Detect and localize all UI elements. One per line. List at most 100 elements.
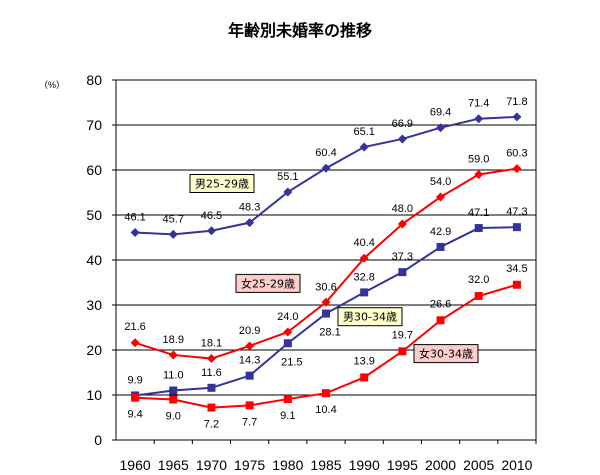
series-1-point-10 [512, 164, 522, 174]
series-2-label-6: 32.8 [353, 271, 374, 283]
x-tick-label-8: 2000 [425, 457, 456, 473]
y-tick-label-4: 40 [86, 252, 102, 268]
series-0-label-4: 55.1 [277, 171, 298, 183]
series-1-label-1: 18.9 [163, 334, 184, 346]
series-name-box-0 [189, 174, 255, 193]
y-tick-label-8: 80 [86, 72, 102, 88]
series-3-point-7 [398, 347, 407, 356]
series-1-label-2: 18.1 [201, 338, 222, 350]
grid [115, 79, 537, 441]
x-tick-label-3: 1975 [234, 457, 265, 473]
series-0-label-3: 48.3 [239, 202, 260, 214]
series-1-point-4 [283, 327, 293, 337]
series-name-box-1 [235, 273, 301, 293]
series-0-point-10 [512, 112, 522, 122]
y-tick-label-1: 10 [86, 387, 102, 403]
series-2-label-2: 11.6 [201, 367, 222, 379]
series-0-point-5 [321, 163, 331, 173]
series-2-point-2 [207, 383, 216, 392]
series-0-point-7 [397, 134, 407, 144]
series-3-point-5 [322, 389, 330, 398]
x-tick-label-0: 1960 [120, 457, 151, 473]
series-0-label-2: 46.5 [201, 210, 222, 222]
series-3-point-4 [283, 395, 292, 404]
series-0-label-7: 66.9 [392, 118, 413, 130]
series-3-point-6 [360, 373, 369, 382]
series-2-label-9: 47.1 [468, 207, 489, 219]
series-name-0: 男25-29歳 [195, 178, 249, 191]
series-0-label-1: 45.7 [163, 213, 184, 225]
series-1-label-5: 30.6 [315, 281, 336, 293]
series-3-label-0: 9.4 [127, 409, 142, 421]
series-name-2: 男30-34歳 [343, 311, 397, 324]
series-1-point-8 [436, 192, 446, 202]
series-0-point-1 [168, 229, 178, 239]
series-1-point-2 [206, 354, 216, 364]
series-0-point-0 [130, 228, 140, 238]
series-1-label-0: 21.6 [124, 321, 145, 333]
x-tick-label-5: 1985 [310, 457, 341, 473]
y-tick-label-2: 20 [86, 342, 102, 358]
chart-title: 年齢別未婚率の推移 [228, 21, 372, 40]
series-3-label-1: 9.0 [166, 411, 181, 423]
series-3-label-8: 26.6 [430, 298, 451, 310]
series-name-box-2 [337, 307, 403, 327]
series-0-label-10: 71.8 [506, 96, 527, 108]
y-tick-labels: 0 10 20 30 40 50 60 70 80 [86, 72, 102, 448]
series-1-label-8: 54.0 [430, 176, 451, 188]
x-tick-label-6: 1990 [349, 457, 380, 473]
series-2-label-5: 28.1 [319, 327, 340, 339]
x-tick-label-10: 2010 [501, 457, 532, 473]
x-tick-label-4: 1980 [272, 457, 303, 473]
series-name-3: 女30-34歳 [419, 347, 473, 361]
series-1-label-4: 24.0 [277, 311, 298, 323]
series-3-label-2: 7.2 [204, 419, 219, 431]
series-3-label-5: 10.4 [315, 404, 336, 416]
series-name-box-3 [413, 344, 479, 364]
series-0-label-0: 46.1 [124, 212, 145, 224]
series-0-point-8 [436, 123, 446, 133]
series-1-point-0 [130, 338, 140, 348]
x-tick-labels: 1960 1965 1970 1975 1980 1985 1990 1995 2000 2005… [120, 457, 533, 473]
series-2-label-0: 9.9 [127, 374, 142, 386]
series-2-point-3 [245, 371, 254, 380]
series-1-label-9: 59.0 [468, 154, 489, 166]
series-0-label-6: 65.1 [353, 126, 374, 138]
series-2-label-8: 42.9 [430, 226, 451, 238]
series-3-point-3 [245, 401, 254, 410]
series-1-point-5 [321, 297, 331, 307]
axes [112, 79, 537, 444]
series-1-point-9 [474, 170, 484, 179]
series-3-point-1 [169, 395, 178, 404]
series-3-point-8 [436, 316, 445, 325]
series-1-point-3 [245, 341, 255, 351]
series-3-label-4: 9.1 [280, 410, 295, 422]
series-0-label-9: 71.4 [468, 98, 489, 110]
series-3-point-0 [131, 393, 140, 402]
series-2-point-9 [474, 224, 483, 233]
y-tick-label-6: 60 [86, 162, 102, 178]
series-0-label-8: 69.4 [430, 107, 451, 119]
series-3-label-7: 19.7 [392, 329, 413, 341]
series-2-label-4: 21.5 [281, 356, 302, 368]
series-2-point-5 [322, 309, 330, 318]
series-0-point-2 [206, 226, 216, 236]
series-3-label-9: 32.0 [468, 274, 489, 286]
series-0-point-4 [283, 187, 293, 197]
series-2-label-3: 14.3 [239, 355, 260, 367]
series-1-point-1 [168, 350, 178, 360]
series-1-point-7 [397, 219, 407, 229]
series-1-label-10: 60.3 [506, 148, 527, 160]
series-3-point-2 [207, 403, 216, 412]
series-3-label-10: 34.5 [506, 263, 527, 275]
x-tick-label-7: 1995 [387, 457, 418, 473]
series-3-label-6: 13.9 [353, 355, 374, 367]
y-tick-label-3: 30 [86, 297, 102, 313]
x-tick-label-2: 1970 [196, 457, 227, 473]
series-0-point-6 [359, 142, 369, 152]
series-name-1: 女25-29歳 [241, 276, 295, 290]
series-2-label-1: 11.0 [163, 370, 184, 382]
series-1-label-7: 48.0 [392, 203, 413, 215]
series-0-label-5: 60.4 [315, 147, 336, 159]
